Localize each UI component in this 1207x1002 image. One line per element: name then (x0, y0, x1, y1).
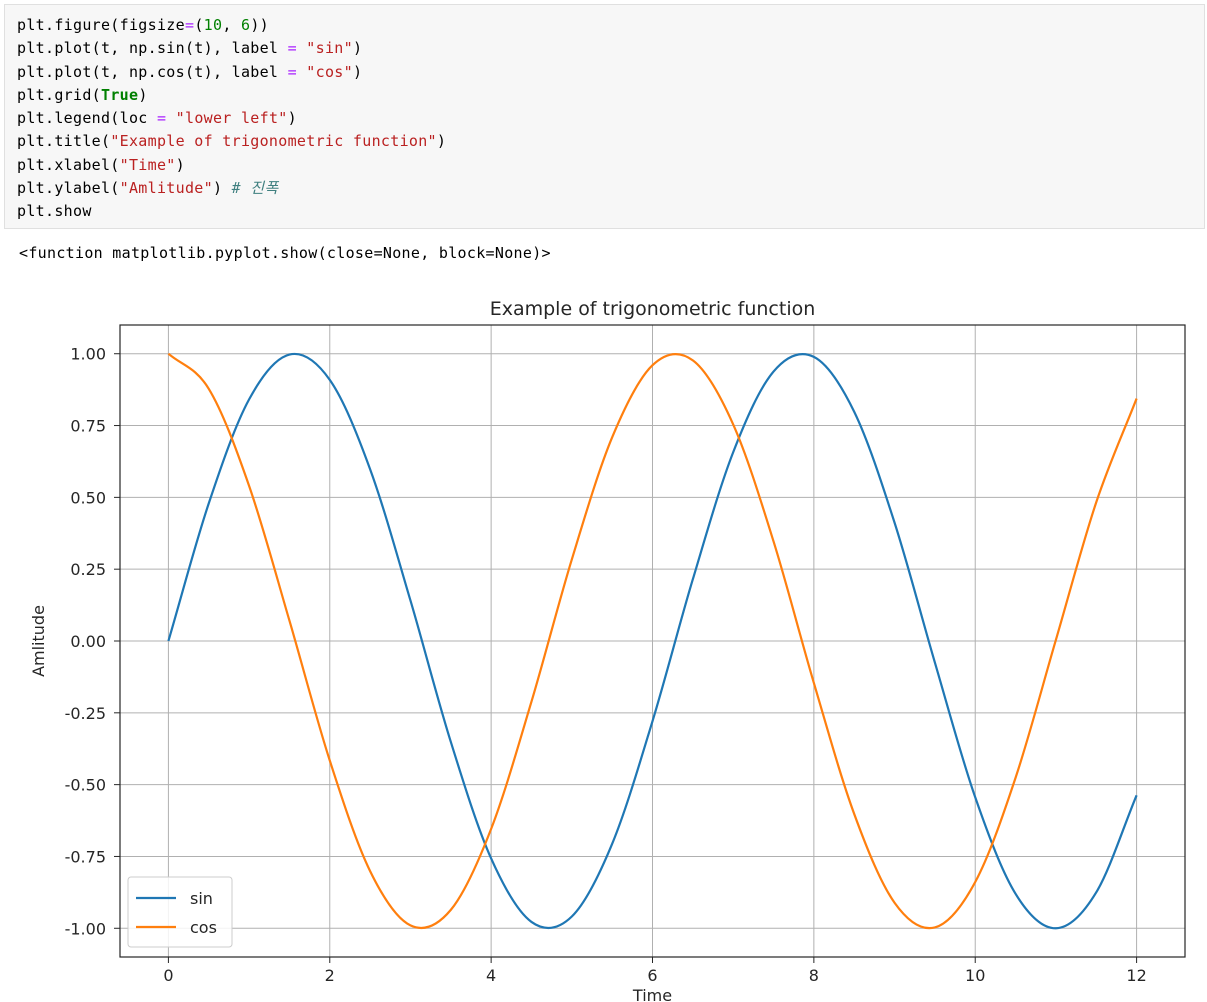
y-tick-label: -1.00 (65, 919, 106, 938)
code-line: plt.xlabel("Time") (17, 154, 446, 177)
x-tick-label: 6 (647, 966, 657, 985)
code-cell[interactable]: plt.figure(figsize=(10, 6)) plt.plot(t, n… (4, 4, 1205, 229)
legend-label-cos: cos (190, 918, 217, 937)
code-token: "lower left" (175, 109, 288, 128)
line-chart: 0 2 4 6 8 10 12 1.00 0.75 0.50 0.25 0.00 -0.25 -0.50 -… (29, 298, 1186, 1002)
code-line: plt.title("Example of trigonometric func… (17, 130, 446, 153)
y-tick-label: -0.25 (65, 704, 106, 723)
cell-output-text: <function matplotlib.pyplot.show(close=N… (19, 244, 551, 262)
y-tick-label: -0.75 (65, 847, 106, 866)
code-token: plt.grid( (17, 85, 101, 104)
series-line-sin (167, 352, 1138, 930)
code-token: , (222, 16, 241, 34)
code-token: "Time" (119, 155, 176, 174)
y-tick-label: 1.00 (70, 345, 106, 364)
x-tick-label: 2 (325, 966, 335, 985)
code-token (297, 63, 306, 81)
code-token: plt.figure(figsize (17, 16, 185, 34)
x-tick-label: 0 (163, 966, 173, 985)
series-line-cos (167, 352, 1138, 930)
code-token: plt.legend(loc (17, 109, 157, 128)
code-token: ) (138, 85, 148, 104)
code-token: plt.plot(t, np.cos(t), label (17, 62, 288, 81)
code-token (166, 109, 175, 127)
code-token: plt.show (17, 202, 92, 221)
x-tick-label: 4 (486, 966, 496, 985)
code-token: True (100, 85, 139, 104)
code-line: plt.plot(t, np.sin(t), label = "sin") (17, 37, 446, 60)
legend-label-sin: sin (190, 889, 213, 908)
x-tick-label: 12 (1126, 966, 1146, 985)
code-line: plt.legend(loc = "lower left") (17, 107, 446, 130)
code-line: plt.plot(t, np.cos(t), label = "cos") (17, 61, 446, 84)
code-token: = (287, 39, 297, 58)
chart-title: Example of trigonometric function (490, 298, 816, 320)
x-tick-label: 8 (809, 966, 819, 985)
code-token: plt.xlabel( (17, 155, 120, 174)
legend-box (127, 876, 233, 948)
code-token: ) (352, 62, 363, 81)
y-tick-label: 0.00 (70, 632, 106, 651)
code-line: plt.show (17, 200, 446, 223)
code-lines: plt.figure(figsize=(10, 6)) plt.plot(t, n… (17, 14, 446, 224)
code-token: ) (212, 179, 232, 198)
code-line: plt.ylabel("Amlitude") # 진폭 (17, 177, 446, 200)
y-axis-label: Amlitude (29, 605, 48, 677)
code-token: = (156, 109, 167, 128)
code-token: "cos" (306, 62, 353, 81)
code-token: 10 (203, 16, 223, 34)
code-token: plt.plot(t, np.sin(t), label (17, 39, 288, 58)
y-tick-label: 0.75 (70, 417, 106, 436)
y-tick-label: 0.25 (70, 560, 106, 579)
chart-figure: 0 2 4 6 8 10 12 1.00 0.75 0.50 0.25 0.00 -0.25 -0.50 -… (0, 280, 1207, 1002)
code-token: "Amlitude" (119, 179, 213, 198)
code-token: plt.ylabel( (17, 179, 120, 198)
x-axis-label: Time (632, 986, 672, 1002)
code-token: ) (352, 39, 363, 58)
code-token: "Example of trigonometric function" (110, 132, 437, 151)
y-tick-label: -0.50 (65, 776, 106, 795)
code-line: plt.grid(True) (17, 84, 446, 107)
code-token: plt.title( (17, 132, 111, 151)
code-token: ) (175, 155, 185, 174)
y-tick-label: 0.50 (70, 488, 106, 507)
code-token: )) (250, 16, 270, 34)
code-token: # 진폭 (231, 179, 279, 198)
code-token: ) (436, 132, 447, 151)
x-tick-label: 10 (965, 966, 985, 985)
code-token: "sin" (306, 39, 353, 58)
code-token (297, 39, 306, 57)
code-token: ( (194, 16, 204, 34)
code-token: ) (287, 109, 297, 128)
code-token: = (184, 16, 195, 34)
code-line: plt.figure(figsize=(10, 6)) (17, 14, 446, 37)
code-token: = (287, 62, 297, 81)
code-token: 6 (241, 16, 251, 34)
